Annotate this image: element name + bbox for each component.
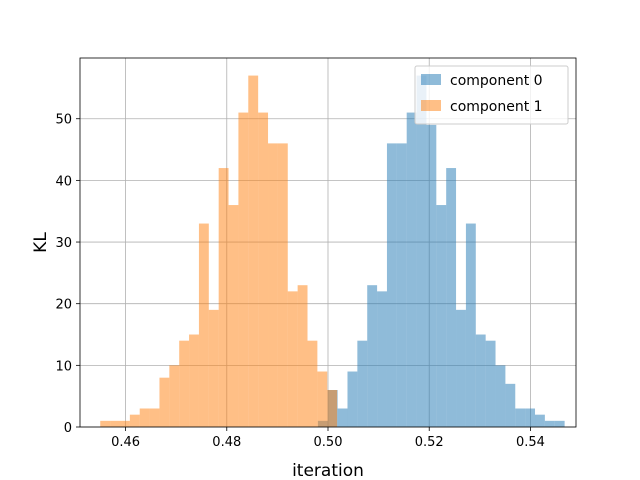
bar-component-0 xyxy=(446,168,457,428)
bar-component-1 xyxy=(277,143,288,427)
bar-component-0 xyxy=(505,383,516,427)
bar-component-0 xyxy=(377,291,387,427)
bar-component-1 xyxy=(307,340,318,427)
bar-component-0 xyxy=(544,420,555,427)
bar-component-1 xyxy=(169,365,180,427)
bar-component-0 xyxy=(337,408,348,427)
bar-component-1 xyxy=(297,285,308,427)
bar-component-1 xyxy=(268,143,278,427)
bar-component-1 xyxy=(287,291,298,427)
bar-component-1 xyxy=(129,414,140,427)
series-component-0-bars xyxy=(317,75,565,428)
bar-component-1 xyxy=(119,420,130,427)
bar-component-0 xyxy=(357,340,368,427)
bar-component-0 xyxy=(386,143,397,427)
series-component-1-bars xyxy=(100,75,338,428)
bar-component-1 xyxy=(258,112,269,428)
legend-swatch-component-1 xyxy=(421,100,441,111)
bar-component-1 xyxy=(139,408,150,427)
bar-component-0 xyxy=(426,124,437,427)
bar-component-1 xyxy=(238,112,249,428)
y-axis-label: KL xyxy=(31,232,51,253)
bar-component-0 xyxy=(485,340,496,427)
bar-component-0 xyxy=(515,408,526,427)
bar-component-1 xyxy=(228,205,239,427)
bar-component-0 xyxy=(525,408,536,427)
bar-component-1 xyxy=(179,340,190,427)
legend: component 0 component 1 xyxy=(414,65,569,125)
bar-component-0 xyxy=(456,309,466,427)
y-tick-label: 30 xyxy=(55,236,72,251)
bar-component-1 xyxy=(208,309,219,427)
bar-component-0 xyxy=(465,223,476,427)
y-tick-label: 20 xyxy=(55,298,72,313)
legend-swatch-component-0 xyxy=(421,74,441,85)
bar-component-1 xyxy=(248,75,259,428)
legend-box xyxy=(414,65,569,125)
x-tick-label: 0.54 xyxy=(516,435,545,450)
bar-component-0 xyxy=(495,365,506,427)
bar-component-1 xyxy=(198,223,209,427)
y-tick-label: 0 xyxy=(64,421,72,436)
bar-component-0 xyxy=(347,371,358,427)
bar-component-1 xyxy=(189,334,199,427)
y-tick-label: 10 xyxy=(55,359,72,374)
bar-component-1 xyxy=(218,168,229,428)
legend-label-component-0: component 0 xyxy=(450,73,543,89)
bar-component-0 xyxy=(554,420,565,427)
bar-component-0 xyxy=(367,285,378,427)
bar-component-1 xyxy=(149,408,160,427)
bar-component-1 xyxy=(317,371,328,427)
bar-component-0 xyxy=(535,414,545,427)
bar-component-1 xyxy=(100,420,111,427)
bar-component-0 xyxy=(475,334,486,427)
x-axis-label: iteration xyxy=(292,461,364,480)
y-tick-label: 50 xyxy=(55,113,72,128)
bar-component-0 xyxy=(416,75,427,428)
x-tick-label: 0.52 xyxy=(415,435,444,450)
legend-label-component-1: component 1 xyxy=(450,99,543,115)
bar-component-1 xyxy=(110,420,120,427)
bar-component-1 xyxy=(327,390,338,427)
y-tick-label: 40 xyxy=(55,174,72,189)
x-tick-label: 0.46 xyxy=(111,435,140,450)
x-tick-label: 0.50 xyxy=(314,435,343,450)
bar-component-0 xyxy=(436,205,447,427)
x-axis-ticks: 0.46 0.48 0.50 0.52 0.54 xyxy=(111,427,545,450)
bar-component-0 xyxy=(396,143,407,427)
bar-component-1 xyxy=(159,377,170,427)
x-tick-label: 0.48 xyxy=(212,435,241,450)
bar-component-0 xyxy=(406,112,417,428)
y-axis-ticks: 0 10 20 30 40 50 xyxy=(55,113,80,436)
